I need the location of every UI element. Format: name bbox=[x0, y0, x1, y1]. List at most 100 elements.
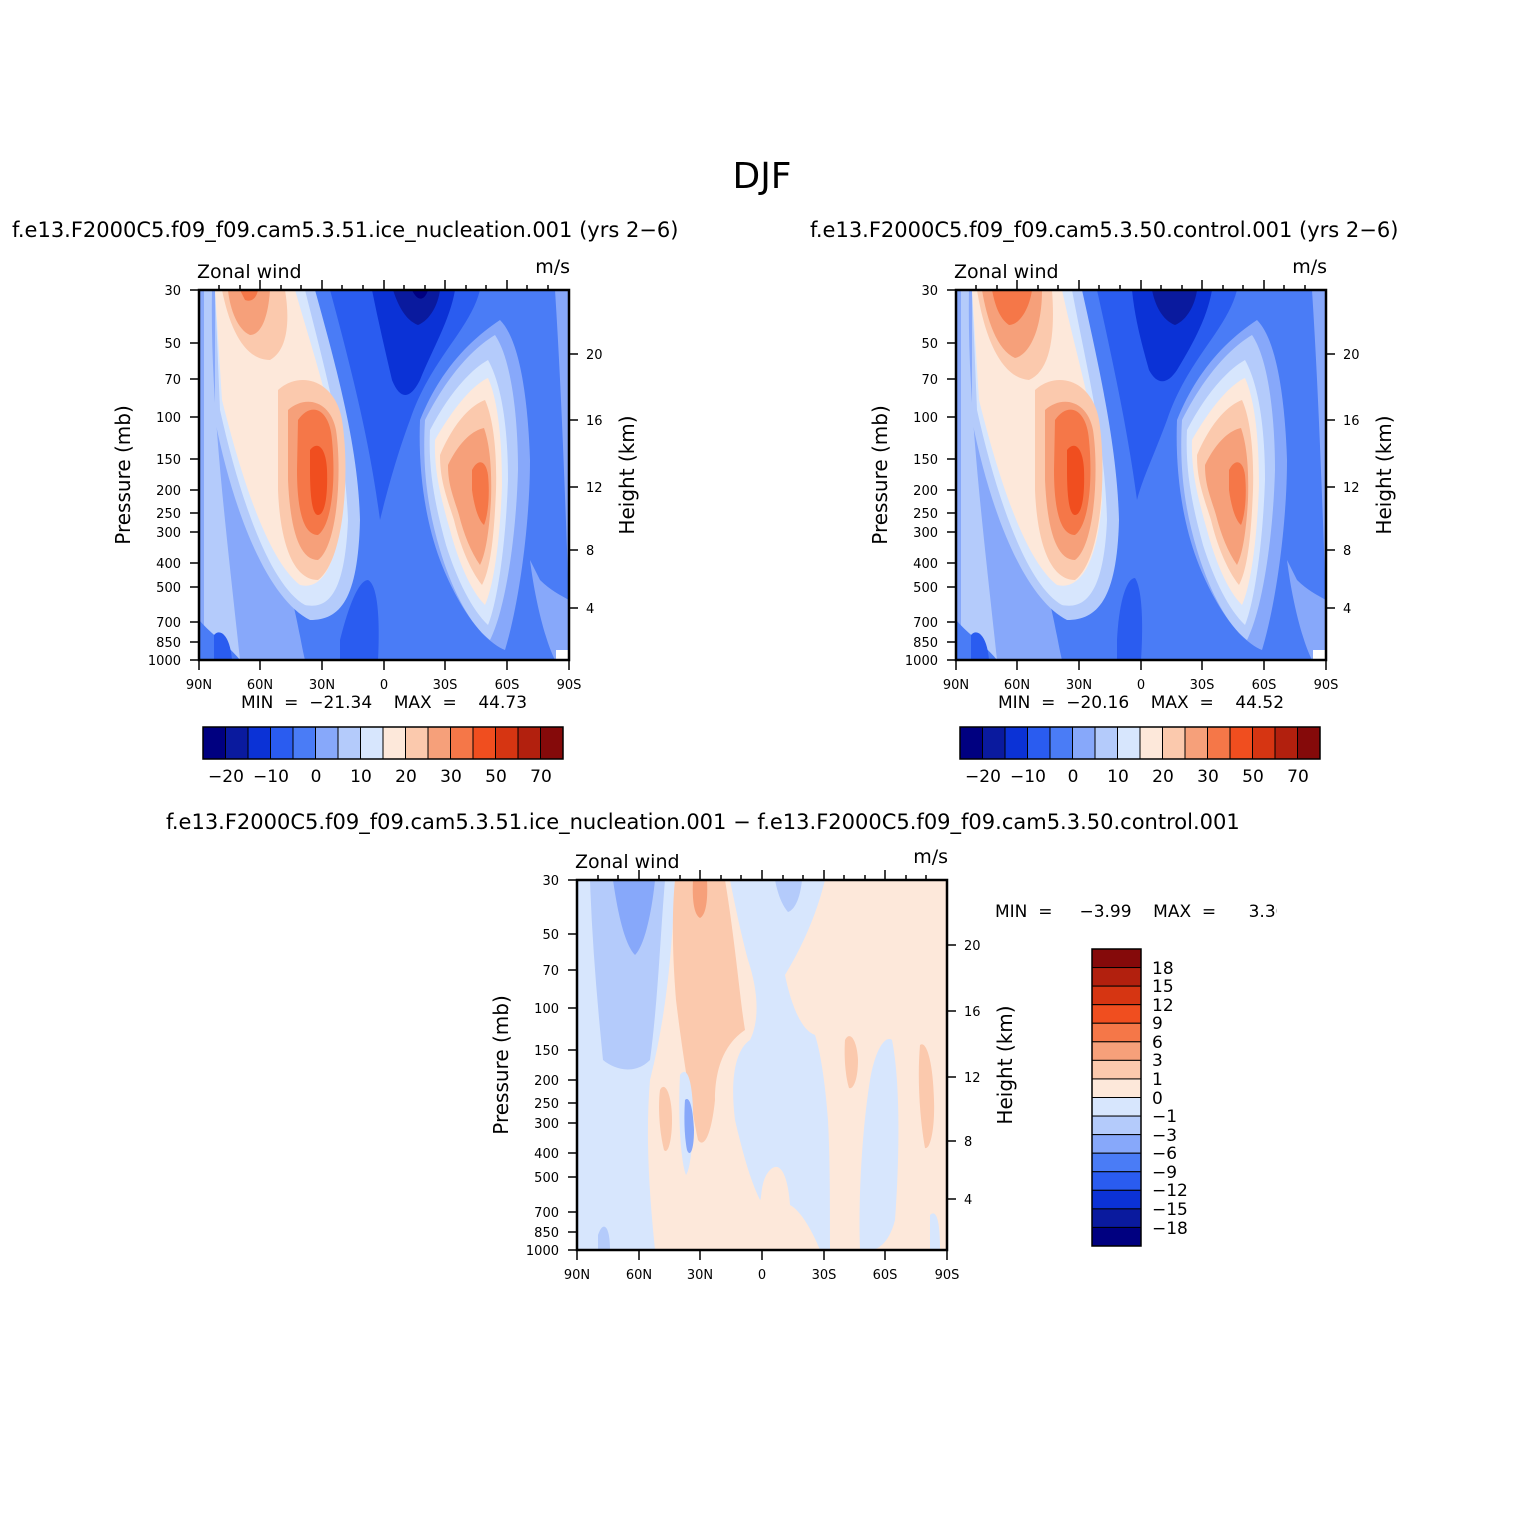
svg-text:60S: 60S bbox=[873, 1268, 898, 1283]
svg-text:12: 12 bbox=[586, 481, 603, 496]
panel2-cb-label: 70 bbox=[1287, 767, 1309, 787]
panel1-colorbar-swatch bbox=[225, 726, 249, 760]
diff-colorbar-swatch bbox=[1091, 1115, 1142, 1136]
panel2-colorbar-swatch bbox=[982, 726, 1006, 760]
svg-text:500: 500 bbox=[913, 581, 938, 596]
panel2-left-axis: 30 50 70 100 150 200 250 300 400 500 700… bbox=[905, 284, 956, 669]
diff-left-axis: 30 50 70 100 150 200 250 300 400 500 700… bbox=[526, 874, 577, 1259]
diff-cb-label: −15 bbox=[1152, 1200, 1188, 1220]
diff-cb-label: −3 bbox=[1152, 1126, 1177, 1146]
svg-text:400: 400 bbox=[156, 557, 181, 572]
svg-text:1000: 1000 bbox=[905, 654, 938, 669]
panel1-cb-label: −20 bbox=[208, 767, 244, 787]
svg-text:700: 700 bbox=[534, 1206, 559, 1221]
diff-cb-label: 0 bbox=[1152, 1089, 1163, 1109]
diff-colorbar-swatch bbox=[1091, 1208, 1142, 1228]
svg-text:12: 12 bbox=[1343, 481, 1360, 496]
diff-right-axis: 4 8 12 16 20 bbox=[947, 939, 981, 1208]
svg-text:850: 850 bbox=[156, 636, 181, 651]
panel2-x-axis: 90N 60N 30N 0 30S 60S 90S bbox=[943, 660, 1338, 693]
panel2-top-ticks bbox=[975, 280, 1306, 290]
svg-text:70: 70 bbox=[542, 964, 559, 979]
svg-text:1000: 1000 bbox=[526, 1244, 559, 1259]
svg-text:200: 200 bbox=[156, 484, 181, 499]
svg-text:200: 200 bbox=[913, 484, 938, 499]
panel2-colorbar-swatch bbox=[1252, 726, 1276, 760]
diff-cb-label: −18 bbox=[1152, 1219, 1188, 1239]
panel1-colorbar-swatch bbox=[247, 726, 271, 760]
panel1-colorbar: −20 −10 0 10 20 30 50 70 bbox=[202, 726, 564, 787]
svg-text:700: 700 bbox=[156, 616, 181, 631]
svg-text:70: 70 bbox=[921, 373, 938, 388]
page-title: DJF bbox=[732, 156, 792, 197]
panel2-colorbar-swatch bbox=[1004, 726, 1028, 760]
svg-text:250: 250 bbox=[534, 1097, 559, 1112]
panel1-cb-label: 30 bbox=[440, 767, 462, 787]
svg-text:700: 700 bbox=[913, 616, 938, 631]
svg-text:90N: 90N bbox=[943, 678, 969, 693]
diff-cb-label: −6 bbox=[1152, 1144, 1177, 1164]
panel2-colorbar-swatch bbox=[1049, 726, 1073, 760]
panel1-colorbar-swatch bbox=[427, 726, 451, 760]
svg-text:16: 16 bbox=[1343, 414, 1360, 429]
panel2-colorbar-swatch bbox=[1027, 726, 1051, 760]
svg-text:30S: 30S bbox=[1190, 678, 1215, 693]
panel2-field bbox=[956, 290, 1326, 660]
panel2-colorbar-swatch bbox=[1274, 726, 1298, 760]
svg-text:150: 150 bbox=[913, 453, 938, 468]
panel2-run-title: f.e13.F2000C5.f09_f09.cam5.3.50.control.… bbox=[810, 218, 1399, 242]
panel1-top-ticks bbox=[218, 280, 549, 290]
panel2-colorbar-swatch bbox=[1139, 726, 1163, 760]
diff-cb-label: −9 bbox=[1152, 1163, 1177, 1183]
diff-colorbar-swatch bbox=[1091, 1041, 1142, 1061]
diff-cb-label: 3 bbox=[1152, 1051, 1163, 1071]
panel1-colorbar-swatch bbox=[450, 726, 474, 760]
svg-text:60N: 60N bbox=[247, 678, 273, 693]
diff-panel-run-title: f.e13.F2000C5.f09_f09.cam5.3.51.ice_nucl… bbox=[166, 810, 1240, 834]
svg-text:60N: 60N bbox=[1004, 678, 1030, 693]
panel2-cb-label: 20 bbox=[1152, 767, 1174, 787]
diff-variable-label: Zonal wind bbox=[575, 851, 680, 873]
svg-text:50: 50 bbox=[164, 337, 181, 352]
panel1-colorbar-swatch bbox=[540, 726, 564, 760]
panel1-left-axis: 30 50 70 100 150 200 250 300 400 500 700… bbox=[148, 284, 199, 669]
diff-cb-label: 15 bbox=[1152, 977, 1174, 997]
panel1-colorbar-swatch bbox=[337, 726, 361, 760]
panel1-variable-label: Zonal wind bbox=[197, 261, 302, 283]
svg-text:100: 100 bbox=[913, 411, 938, 426]
svg-text:4: 4 bbox=[586, 602, 594, 617]
svg-text:16: 16 bbox=[586, 414, 603, 429]
panel1-colorbar-swatch bbox=[382, 726, 406, 760]
svg-text:30N: 30N bbox=[1066, 678, 1092, 693]
svg-text:30N: 30N bbox=[687, 1268, 713, 1283]
panel1-colorbar-swatch bbox=[517, 726, 541, 760]
svg-text:250: 250 bbox=[156, 507, 181, 522]
panel2-colorbar-swatch bbox=[959, 726, 983, 760]
svg-text:30: 30 bbox=[921, 284, 938, 299]
panel2-colorbar-swatch bbox=[1162, 726, 1186, 760]
diff-cb-label: 6 bbox=[1152, 1033, 1163, 1053]
panel1-cb-label: 70 bbox=[530, 767, 552, 787]
diff-colorbar-swatch bbox=[1091, 1004, 1142, 1024]
panel2-colorbar-swatch bbox=[1117, 726, 1141, 760]
svg-text:90N: 90N bbox=[564, 1268, 590, 1283]
svg-text:20: 20 bbox=[586, 348, 603, 363]
panel1-y-axis-label: Pressure (mb) bbox=[111, 405, 135, 545]
svg-text:1000: 1000 bbox=[148, 654, 181, 669]
diff-colorbar: 18 15 12 9 6 3 1 0 −1 −3 −6 −9 −12 −15 −… bbox=[1091, 948, 1188, 1247]
panel1-cb-label: −10 bbox=[253, 767, 289, 787]
diff-colorbar-swatch bbox=[1091, 985, 1142, 1006]
diff-cb-label: 18 bbox=[1152, 959, 1174, 979]
diff-min-max: MIN = −3.99 MAX = 3.30 bbox=[995, 902, 1277, 922]
svg-text:300: 300 bbox=[156, 526, 181, 541]
svg-text:30N: 30N bbox=[309, 678, 335, 693]
diff-panel-plot: 30 50 70 100 150 200 250 300 400 500 700… bbox=[489, 846, 1277, 1283]
svg-text:0: 0 bbox=[1137, 678, 1145, 693]
diff-cb-label: −1 bbox=[1152, 1107, 1177, 1127]
svg-text:60S: 60S bbox=[1252, 678, 1277, 693]
diff-colorbar-swatch bbox=[1091, 1134, 1142, 1154]
svg-text:50: 50 bbox=[921, 337, 938, 352]
svg-text:100: 100 bbox=[534, 1002, 559, 1017]
panel2-cb-label: 30 bbox=[1197, 767, 1219, 787]
panel1-x-axis: 90N 60N 30N 0 30S 60S 90S bbox=[186, 660, 581, 693]
